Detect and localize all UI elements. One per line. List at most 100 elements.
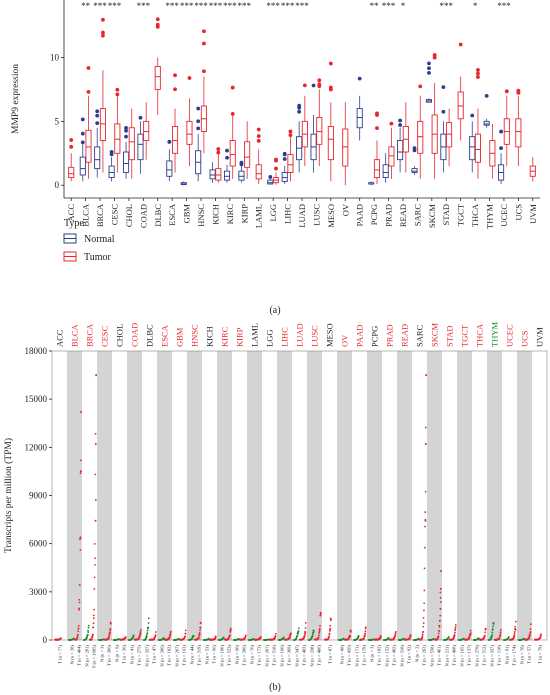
tumor-point bbox=[423, 602, 426, 605]
normal-point bbox=[312, 629, 315, 632]
outlier-point bbox=[476, 75, 480, 79]
sample-count-label: T (n = 275) bbox=[136, 645, 141, 666]
tumor-point bbox=[94, 442, 97, 445]
sample-count-label: T (n = 426) bbox=[346, 645, 351, 666]
outlier-point bbox=[427, 66, 431, 71]
outlier-point bbox=[216, 150, 221, 155]
significance-label: *** bbox=[382, 1, 396, 11]
tumor-point bbox=[421, 636, 424, 639]
tumor-point bbox=[394, 630, 397, 633]
plot-frame bbox=[51, 350, 548, 641]
normal-point bbox=[297, 632, 299, 635]
tumor-point bbox=[439, 607, 442, 610]
tumor-point bbox=[363, 635, 366, 638]
x-tick-label: SARC bbox=[412, 204, 422, 227]
tumor-point bbox=[454, 623, 457, 626]
category-label: CHOL bbox=[115, 324, 125, 347]
significance-label: *** bbox=[281, 1, 295, 11]
box-tumor bbox=[215, 168, 222, 181]
tumor-point bbox=[79, 470, 82, 473]
sample-count-label: N (n = 171) bbox=[355, 645, 360, 667]
tumor-point bbox=[513, 634, 516, 637]
y-tick-label: 9000 bbox=[29, 491, 48, 501]
sample-count-label: T (n = 523) bbox=[226, 645, 231, 666]
tumor-point bbox=[424, 525, 426, 528]
sample-count-label: N (n = 28) bbox=[70, 645, 75, 665]
x-tick-label: TGCT bbox=[456, 203, 466, 226]
x-tick-label: LGG bbox=[268, 204, 278, 221]
tumor-point bbox=[422, 617, 425, 619]
tumor-point bbox=[318, 628, 321, 630]
outlier-point bbox=[256, 134, 261, 139]
sample-count-label: N (n = 211) bbox=[445, 645, 450, 667]
category-label: PAAD bbox=[355, 325, 365, 347]
sample-count-label: T (n = 182) bbox=[376, 645, 381, 666]
sample-count-label: T (n = 512) bbox=[481, 645, 486, 666]
category-label: LUAD bbox=[295, 323, 305, 347]
tumor-point bbox=[109, 622, 112, 625]
sample-count-label: T (n = 87) bbox=[328, 645, 333, 664]
tumor-point bbox=[244, 634, 247, 637]
tumor-point bbox=[439, 591, 442, 594]
normal-point bbox=[146, 632, 149, 634]
normal-point bbox=[145, 635, 148, 638]
outlier-point bbox=[470, 113, 475, 118]
outlier-point bbox=[155, 17, 160, 22]
outlier-point bbox=[389, 121, 394, 126]
normal-point bbox=[387, 636, 390, 639]
outlier-point bbox=[398, 118, 403, 123]
outlier-point bbox=[80, 117, 85, 122]
sample-count-label: T (n = 173) bbox=[256, 645, 261, 666]
x-tick-label: LAML bbox=[254, 204, 264, 228]
tumor-point bbox=[139, 632, 142, 635]
tumor-point bbox=[424, 442, 427, 445]
x-tick-label: OV bbox=[340, 203, 350, 216]
category-band bbox=[337, 351, 352, 640]
tumor-point bbox=[329, 630, 331, 632]
outlier-point bbox=[499, 146, 503, 150]
outlier-point bbox=[101, 30, 105, 35]
tumor-point bbox=[91, 636, 94, 638]
sample-count-label: N (n = 60) bbox=[235, 645, 240, 665]
tumor-point bbox=[169, 634, 172, 637]
tumor-point bbox=[60, 637, 62, 640]
tumor-point bbox=[78, 608, 81, 611]
tumor-point bbox=[421, 635, 424, 638]
x-tick-label: CESC bbox=[109, 204, 119, 226]
tumor-point bbox=[484, 631, 487, 634]
outlier-point bbox=[196, 106, 201, 111]
outlier-point bbox=[109, 152, 114, 157]
sample-count-label: T (n = 163) bbox=[181, 645, 186, 666]
normal-point bbox=[86, 636, 88, 638]
tumor-point bbox=[274, 635, 277, 638]
sample-count-label: N (n = 207) bbox=[265, 645, 270, 667]
tumor-point bbox=[439, 619, 441, 622]
category-band bbox=[97, 351, 112, 640]
box-tumor bbox=[244, 141, 251, 168]
box-normal bbox=[397, 140, 404, 161]
tumor-point bbox=[92, 622, 95, 625]
tumor-point bbox=[439, 614, 442, 617]
box-normal bbox=[382, 164, 389, 179]
significance-label: ** bbox=[370, 1, 380, 11]
tumor-point bbox=[438, 626, 441, 628]
normal-point bbox=[87, 631, 90, 634]
category-label: UCS bbox=[520, 330, 530, 347]
outlier-point bbox=[196, 126, 201, 131]
x-tick-label: LUAD bbox=[297, 204, 307, 228]
outlier-point bbox=[274, 158, 278, 163]
tumor-point bbox=[303, 637, 305, 639]
tumor-point bbox=[364, 626, 367, 629]
sample-count-label: T (n = 404) bbox=[76, 645, 81, 666]
tumor-point bbox=[169, 630, 172, 633]
category-label: COAD bbox=[130, 323, 140, 347]
x-tick-label: LIHC bbox=[283, 204, 293, 224]
x-tick-label: GBM bbox=[182, 204, 192, 224]
x-tick-label: UCEC bbox=[499, 204, 509, 227]
significance-label: *** bbox=[497, 1, 511, 11]
normal-point bbox=[132, 635, 135, 638]
tumor-point bbox=[304, 622, 307, 624]
outlier-point bbox=[225, 155, 229, 160]
category-band bbox=[157, 351, 172, 640]
sample-count-label: N (n = 53) bbox=[205, 645, 210, 665]
